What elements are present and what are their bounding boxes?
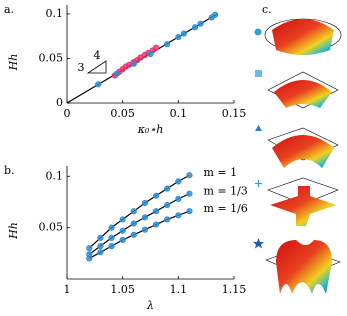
x-tick-label: 0 (64, 107, 71, 120)
render (276, 240, 332, 294)
marker-triangle (255, 125, 262, 131)
data-point (108, 234, 115, 242)
data-point (97, 249, 104, 256)
marker-star (253, 238, 264, 249)
data-point (95, 81, 102, 88)
fit-line (88, 210, 190, 259)
x-tick-label: 0.15 (222, 107, 247, 120)
data-point (152, 192, 160, 199)
data-point (108, 224, 115, 231)
data-point (186, 208, 193, 215)
y-tick-label: 0 (56, 96, 63, 109)
data-point (130, 60, 137, 67)
panel-label: c. (262, 3, 272, 16)
marker-square (255, 70, 262, 77)
data-point (141, 214, 149, 221)
marker-circle (254, 28, 262, 36)
data-point (152, 44, 160, 51)
render (270, 186, 336, 226)
fit-line (88, 193, 190, 255)
slope-triangle (86, 60, 107, 74)
data-point (114, 70, 121, 77)
data-point (86, 255, 93, 262)
data-point (152, 208, 160, 215)
data-point (130, 220, 137, 227)
data-point (119, 236, 126, 244)
panel-label: a. (4, 3, 14, 16)
y-axis-label: Hh (7, 222, 20, 240)
data-point (152, 221, 160, 228)
x-tick-label: 1 (64, 283, 71, 296)
slope-label: 3 (78, 61, 85, 74)
series-label: m = 1 (203, 166, 237, 179)
data-point (186, 190, 193, 197)
x-tick-label: 1.05 (110, 283, 135, 296)
y-tick-label: 0.1 (46, 169, 64, 182)
data-point (175, 33, 182, 41)
panel-c-renders (253, 18, 342, 294)
data-point (211, 11, 219, 18)
data-point (175, 178, 182, 185)
data-point (119, 216, 126, 223)
data-point (97, 234, 104, 242)
y-tick-label: 0.1 (46, 7, 64, 20)
data-point (191, 24, 199, 31)
data-point (175, 212, 182, 219)
data-point (130, 208, 137, 215)
data-point (164, 185, 171, 192)
data-point (164, 201, 171, 209)
data-point (86, 245, 93, 252)
marker-plus (255, 180, 262, 187)
data-point (147, 50, 154, 58)
data-point (108, 243, 115, 250)
render (272, 19, 334, 55)
x-tick-label: 1.1 (170, 283, 188, 296)
data-point (164, 41, 171, 48)
x-tick-label: 1.15 (222, 283, 247, 296)
data-point (175, 195, 182, 202)
data-point (137, 54, 144, 61)
x-tick-label: 0.1 (170, 107, 188, 120)
x-tick-label: 0.05 (110, 107, 135, 120)
fit-line (88, 174, 190, 249)
slope-label: 4 (94, 49, 101, 62)
panel-label: b. (4, 164, 15, 177)
render (272, 135, 334, 168)
data-point (97, 243, 104, 250)
data-point (141, 226, 149, 233)
series-label: m = 1/6 (203, 202, 247, 215)
data-point (197, 20, 204, 27)
series-label: m = 1/3 (203, 185, 247, 198)
y-tick-label: 0.05 (39, 51, 64, 64)
render (274, 80, 332, 108)
x-axis-label: κ₀⋆h (137, 123, 164, 136)
y-axis-label: Hh (7, 54, 20, 72)
data-point (141, 199, 149, 207)
data-point (130, 231, 137, 238)
data-point (119, 227, 126, 234)
y-tick-label: 0.05 (39, 221, 64, 234)
data-point (164, 216, 171, 223)
data-point (186, 172, 193, 179)
data-point (180, 30, 187, 37)
x-axis-label: λ (146, 299, 154, 312)
